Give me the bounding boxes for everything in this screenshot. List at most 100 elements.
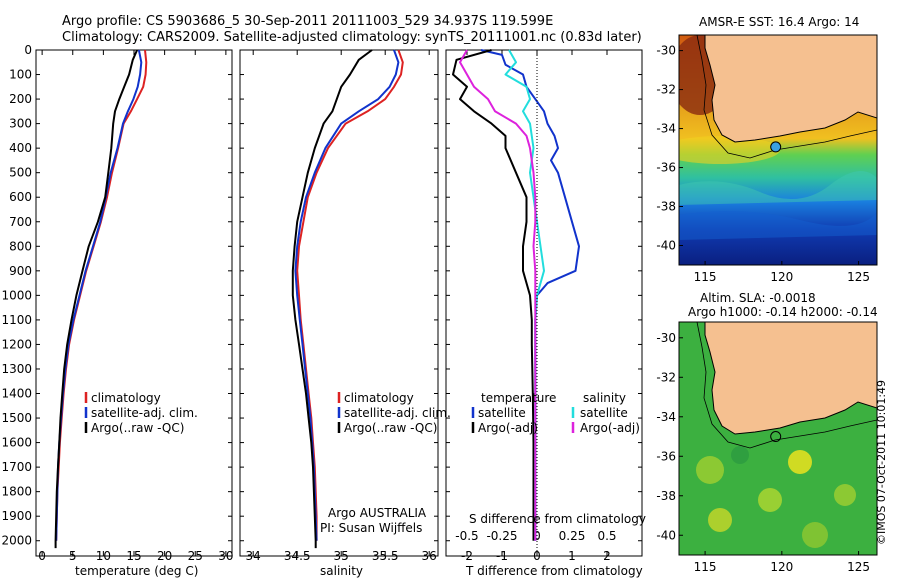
x-tick-label: 0 — [38, 549, 46, 563]
sla-isobath — [696, 322, 877, 449]
sst-isobath — [696, 35, 877, 159]
y-tick-label: 2000 — [1, 534, 32, 548]
salinity-axes: 34 34.5 35 35.5 36 — [240, 49, 438, 563]
map-y-tick-label: -40 — [656, 528, 676, 542]
y-tick-label: 100 — [9, 68, 32, 82]
map-y-tick-label: -30 — [656, 331, 676, 345]
y-tick-label: 0 — [24, 43, 32, 57]
salinity-xlabel: salinity — [320, 564, 364, 578]
salinity-argo-line — [459, 49, 537, 541]
temp-legend-climatology: climatology — [91, 391, 161, 405]
salinity-plot-frame — [239, 49, 439, 557]
argo-pi-label: PI: Susan Wijffels — [320, 521, 423, 535]
map-x-tick-label: 120 — [770, 270, 793, 284]
imos-timestamp: ©IMOS 07-Oct-2011 10:01:49 — [875, 379, 888, 545]
temperature-axes: 0 5 10 15 20 25 300100200300400500600700800900… — [1, 43, 233, 563]
x-tick-label: 20 — [157, 549, 172, 563]
map-y-tick-label: -34 — [656, 122, 676, 136]
y-tick-label: 200 — [9, 92, 32, 106]
map-y-tick-label: -32 — [656, 83, 676, 97]
sst-map-frame — [678, 34, 878, 266]
x-tick-label: -1 — [496, 549, 508, 563]
y-tick-label: 600 — [9, 190, 32, 204]
sla-map-frame — [678, 321, 878, 556]
x-tick-label: 35.5 — [372, 549, 399, 563]
sla-map-title-line1: Altim. SLA: -0.0018 — [700, 291, 816, 305]
y-tick-label: 1100 — [1, 313, 32, 327]
y-tick-label: 1400 — [1, 387, 32, 401]
x-tick-label: 34 — [246, 549, 261, 563]
y-tick-label: 700 — [9, 215, 32, 229]
diff-legend-temp-satellite: satellite — [478, 406, 526, 420]
satellite-adj-clim-line — [55, 49, 143, 541]
map-y-tick-label: -38 — [656, 489, 676, 503]
x-tick-label: 35 — [334, 549, 349, 563]
y-tick-label: 1800 — [1, 485, 32, 499]
map-y-tick-label: -36 — [656, 449, 676, 463]
temperature-argo-line — [452, 49, 535, 541]
map-x-tick-label: 115 — [694, 270, 717, 284]
y-tick-label: 1000 — [1, 288, 32, 302]
map-y-tick-label: -38 — [656, 200, 676, 214]
sal-legend-argo: Argo(..raw -QC) — [344, 421, 438, 435]
y-tick-label: 1900 — [1, 509, 32, 523]
x-tick-label: 0 — [533, 549, 541, 563]
temperature-plot-frame — [35, 49, 233, 557]
map-y-tick-label: -36 — [656, 161, 676, 175]
sla-map-axes: 115 120 125 -30 -32 -34 -36 -38 -40 — [656, 331, 870, 574]
map-x-tick-label: 125 — [847, 270, 870, 284]
sla-map — [679, 322, 877, 555]
y-tick-label: 1300 — [1, 362, 32, 376]
y-tick-label: 400 — [9, 141, 32, 155]
map-y-tick-label: -34 — [656, 410, 676, 424]
diff-legend-sal-satellite: satellite — [580, 406, 628, 420]
x-tick-label: 30 — [218, 549, 233, 563]
diff-legend-temperature-title: temperature — [481, 391, 557, 405]
sst-map-title: AMSR-E SST: 16.4 Argo: 14 — [699, 15, 860, 29]
y-tick-label: 800 — [9, 239, 32, 253]
temp-legend-argo: Argo(..raw -QC) — [91, 421, 185, 435]
salinity-series — [291, 49, 404, 549]
sst-map-axes: 115 120 125 -30 -32 -34 -36 -38 -40 — [656, 44, 870, 284]
diff-legend-salinity-title: salinity — [583, 391, 627, 405]
s-tick-label: 0.25 — [559, 529, 586, 543]
s-tick-label: -0.5 — [455, 529, 478, 543]
difference-xlabel: T difference from climatology — [466, 564, 643, 578]
x-tick-label: 10 — [96, 549, 111, 563]
y-tick-label: 900 — [9, 264, 32, 278]
climatology-line — [55, 49, 148, 541]
y-tick-label: 300 — [9, 117, 32, 131]
header-title-line1: Argo profile: CS 5903686_5 30-Sep-2011 2… — [62, 14, 554, 29]
argo-raw-qc-line — [291, 49, 373, 549]
y-tick-label: 1700 — [1, 460, 32, 474]
sal-legend-climatology: climatology — [344, 391, 414, 405]
sla-map-title-line2: Argo h1000: -0.14 h2000: -0.14 — [688, 305, 878, 319]
sla-float-marker — [770, 431, 782, 443]
y-tick-label: 1600 — [1, 436, 32, 450]
x-tick-label: 5 — [69, 549, 77, 563]
y-tick-label: 500 — [9, 166, 32, 180]
map-y-tick-label: -30 — [656, 44, 676, 58]
temp-legend-satellite: satellite-adj. clim. — [91, 406, 198, 420]
map-y-tick-label: -40 — [656, 239, 676, 253]
map-x-tick-label: 115 — [694, 560, 717, 574]
x-tick-label: 15 — [126, 549, 141, 563]
difference-plot-frame — [445, 49, 643, 557]
diff-legend-sal-argo: Argo(-adj) — [580, 421, 640, 435]
difference-xlabel-top: S difference from climatology — [469, 512, 646, 526]
y-tick-label: 1200 — [1, 337, 32, 351]
y-tick-label: 1500 — [1, 411, 32, 425]
temperature-series — [54, 49, 148, 549]
x-tick-label: 25 — [188, 549, 203, 563]
s-tick-label: -0.25 — [486, 529, 517, 543]
sst-land — [704, 35, 877, 143]
sal-legend-satellite: satellite-adj. clim. — [344, 406, 451, 420]
difference-series — [452, 49, 580, 541]
x-tick-label: -2 — [461, 549, 473, 563]
map-x-tick-label: 125 — [847, 560, 870, 574]
temperature-xlabel: temperature (deg C) — [75, 564, 199, 578]
diff-legend-temp-argo: Argo(-adj) — [478, 421, 538, 435]
sst-float-marker — [770, 141, 782, 153]
map-y-tick-label: -32 — [656, 370, 676, 384]
